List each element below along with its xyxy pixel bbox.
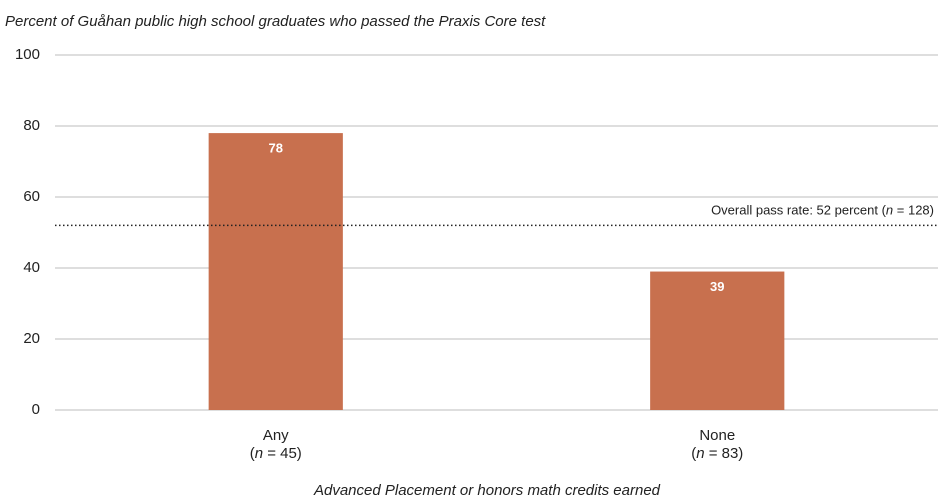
y-tick-label: 60 xyxy=(23,188,40,205)
x-tick-note: (n = 83) xyxy=(691,445,743,462)
bar xyxy=(208,133,343,410)
x-tick-label: None xyxy=(699,427,735,444)
chart-title: Percent of Guåhan public high school gra… xyxy=(5,13,546,30)
y-tick-label: 100 xyxy=(15,46,40,63)
y-tick-label: 20 xyxy=(23,330,40,347)
x-axis-label: Advanced Placement or honors math credit… xyxy=(313,482,661,499)
y-tick-label: 0 xyxy=(32,401,40,418)
value-label: 39 xyxy=(710,279,724,294)
bar xyxy=(650,271,785,410)
reference-label: Overall pass rate: 52 percent (n = 128) xyxy=(711,203,934,218)
value-label: 78 xyxy=(269,141,283,156)
y-tick-label: 80 xyxy=(23,117,40,134)
x-tick-note: (n = 45) xyxy=(250,445,302,462)
y-tick-label: 40 xyxy=(23,259,40,276)
x-tick-label: Any xyxy=(263,427,289,444)
